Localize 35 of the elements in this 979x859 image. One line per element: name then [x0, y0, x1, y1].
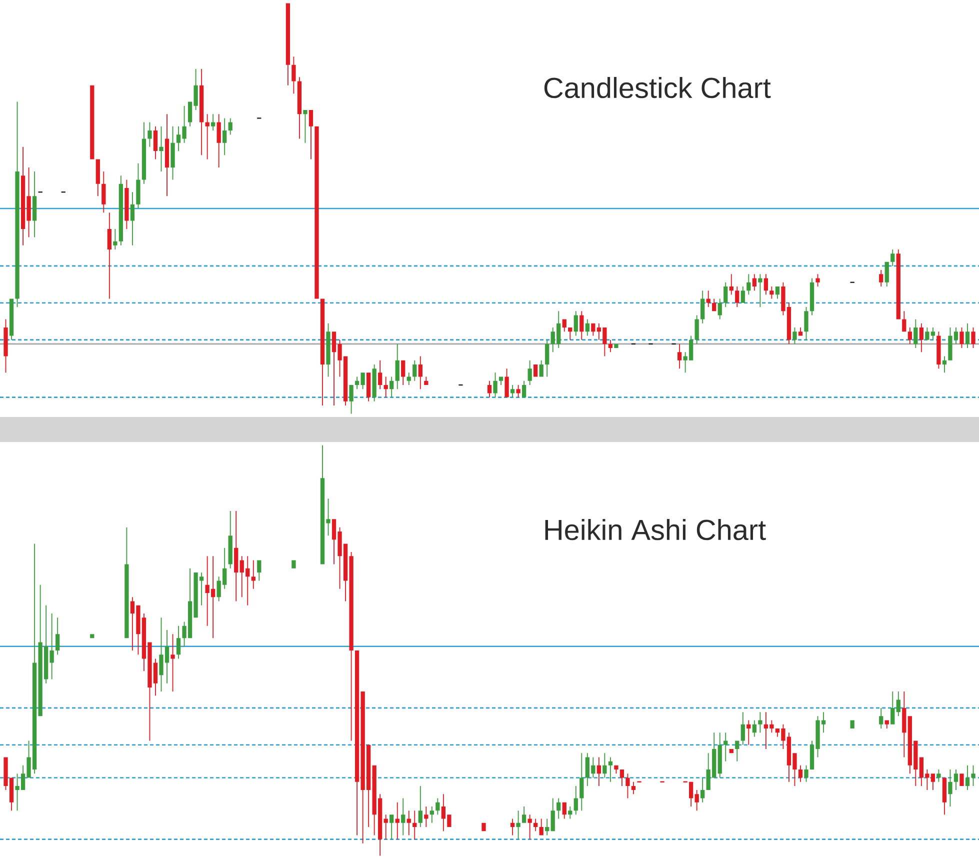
candlestick — [124, 180, 129, 230]
candlestick — [770, 286, 774, 299]
candlestick — [395, 802, 400, 840]
candlestick — [384, 814, 388, 840]
candlestick — [746, 720, 751, 745]
text: Heikin Ashi Chart — [545, 518, 766, 540]
candlestick — [292, 560, 296, 568]
candlestick — [758, 274, 762, 307]
candlestick — [960, 774, 964, 786]
candlestick — [424, 806, 428, 827]
candlestick — [292, 56, 296, 94]
candlestick — [205, 114, 210, 160]
candlestick — [729, 274, 734, 295]
candlestick — [528, 814, 532, 840]
candlestick — [614, 765, 618, 774]
candlestick — [602, 753, 607, 778]
candlestick — [516, 810, 520, 840]
candlestick — [384, 376, 388, 398]
candlestick — [113, 229, 118, 250]
candlestick — [406, 810, 411, 836]
candlestick — [107, 212, 112, 299]
candlestick — [724, 732, 728, 762]
candlestick — [936, 332, 941, 369]
candlestick — [608, 757, 613, 782]
candlestick — [124, 527, 129, 638]
candlestick — [528, 360, 532, 385]
text: Candlestick Chart — [544, 76, 771, 98]
candlestick — [412, 810, 417, 840]
candlestick — [758, 712, 762, 733]
candlestick — [349, 384, 354, 414]
candlestick — [50, 614, 54, 680]
candlestick — [516, 384, 520, 398]
candlestick — [251, 560, 256, 589]
candlestick — [401, 798, 406, 836]
candlestick — [936, 770, 941, 782]
